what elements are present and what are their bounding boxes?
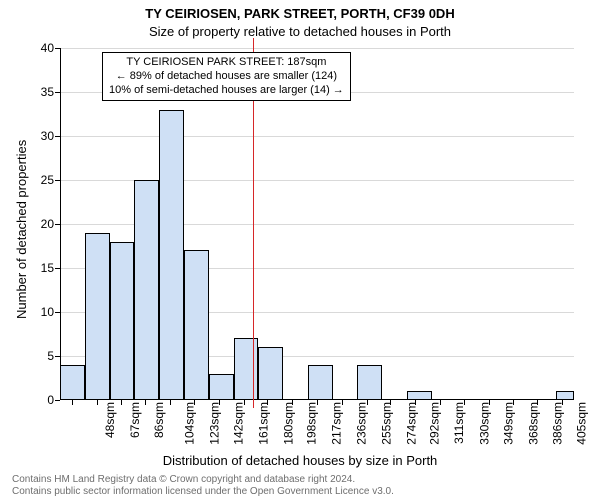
x-tick-label: 198sqm — [301, 402, 319, 445]
y-tick-label: 20 — [41, 217, 60, 231]
histogram-bar — [184, 250, 209, 400]
x-tick-label: 142sqm — [228, 402, 246, 445]
x-tick-mark — [390, 400, 391, 405]
x-tick-label: 123sqm — [203, 402, 221, 445]
x-tick-label: 161sqm — [253, 402, 271, 445]
x-tick-mark — [562, 400, 563, 405]
x-tick-label: 86sqm — [148, 402, 166, 438]
x-tick-mark — [267, 400, 268, 405]
histogram-bar — [110, 242, 135, 400]
x-tick-label: 386sqm — [546, 402, 564, 445]
y-tick-label: 35 — [41, 85, 60, 99]
x-tick-label: 48sqm — [99, 402, 117, 438]
x-tick-label: 311sqm — [448, 402, 466, 444]
x-tick-label: 104sqm — [179, 402, 197, 445]
x-tick-mark — [513, 400, 514, 405]
x-tick-mark — [537, 400, 538, 405]
histogram-bar — [85, 233, 110, 400]
y-tick-label: 30 — [41, 129, 60, 143]
histogram-bar — [234, 338, 259, 400]
histogram-bar — [134, 180, 159, 400]
x-tick-label: 349sqm — [498, 402, 516, 445]
x-tick-mark — [464, 400, 465, 405]
x-tick-label: 274sqm — [400, 402, 418, 445]
x-tick-label: 180sqm — [278, 402, 296, 445]
annotation-line2: ← 89% of detached houses are smaller (12… — [109, 70, 344, 84]
x-tick-mark — [292, 400, 293, 405]
histogram-bar — [308, 365, 333, 400]
x-tick-mark — [121, 400, 122, 405]
x-tick-label: 67sqm — [124, 402, 142, 438]
x-tick-label: 217sqm — [326, 402, 344, 445]
histogram-bar — [159, 110, 184, 400]
x-tick-mark — [415, 400, 416, 405]
y-tick-label: 10 — [41, 305, 60, 319]
y-axis-line — [60, 48, 61, 400]
histogram-bar — [357, 365, 382, 400]
x-tick-label: 424sqm — [596, 402, 600, 445]
x-tick-mark — [440, 400, 441, 405]
histogram-bar — [258, 347, 283, 400]
x-tick-label: 368sqm — [523, 402, 541, 445]
chart-plot-area: 0510152025303540 48sqm67sqm86sqm104sqm12… — [60, 48, 574, 400]
x-tick-mark — [244, 400, 245, 405]
histogram-bar — [209, 374, 234, 400]
annotation-line1: TY CEIRIOSEN PARK STREET: 187sqm — [109, 56, 344, 70]
chart-title-line2: Size of property relative to detached ho… — [0, 24, 600, 39]
x-tick-mark — [342, 400, 343, 405]
copyright-line1: Contains HM Land Registry data © Crown c… — [12, 474, 394, 486]
x-tick-label: 292sqm — [424, 402, 442, 445]
x-tick-mark — [145, 400, 146, 405]
x-tick-mark — [194, 400, 195, 405]
x-tick-label: 255sqm — [375, 402, 393, 445]
x-tick-label: 405sqm — [571, 402, 589, 445]
x-tick-mark — [489, 400, 490, 405]
copyright-text: Contains HM Land Registry data © Crown c… — [12, 474, 394, 498]
x-tick-mark — [219, 400, 220, 405]
annotation-line3: 10% of semi-detached houses are larger (… — [109, 84, 344, 98]
x-tick-mark — [170, 400, 171, 405]
x-tick-label: 330sqm — [473, 402, 491, 445]
histogram-bar — [60, 365, 85, 400]
y-tick-label: 0 — [47, 393, 60, 407]
y-tick-label: 40 — [41, 41, 60, 55]
y-tick-label: 5 — [47, 349, 60, 363]
x-tick-label: 236sqm — [351, 402, 369, 445]
x-tick-mark — [72, 400, 73, 405]
x-tick-mark — [97, 400, 98, 405]
chart-title-line1: TY CEIRIOSEN, PARK STREET, PORTH, CF39 0… — [0, 6, 600, 21]
annotation-box: TY CEIRIOSEN PARK STREET: 187sqm ← 89% o… — [102, 52, 351, 101]
copyright-line2: Contains public sector information licen… — [12, 486, 394, 498]
x-axis-label: Distribution of detached houses by size … — [0, 453, 600, 468]
x-tick-mark — [317, 400, 318, 405]
y-axis-label: Number of detached properties — [14, 140, 29, 319]
y-tick-label: 25 — [41, 173, 60, 187]
x-tick-mark — [367, 400, 368, 405]
y-tick-label: 15 — [41, 261, 60, 275]
